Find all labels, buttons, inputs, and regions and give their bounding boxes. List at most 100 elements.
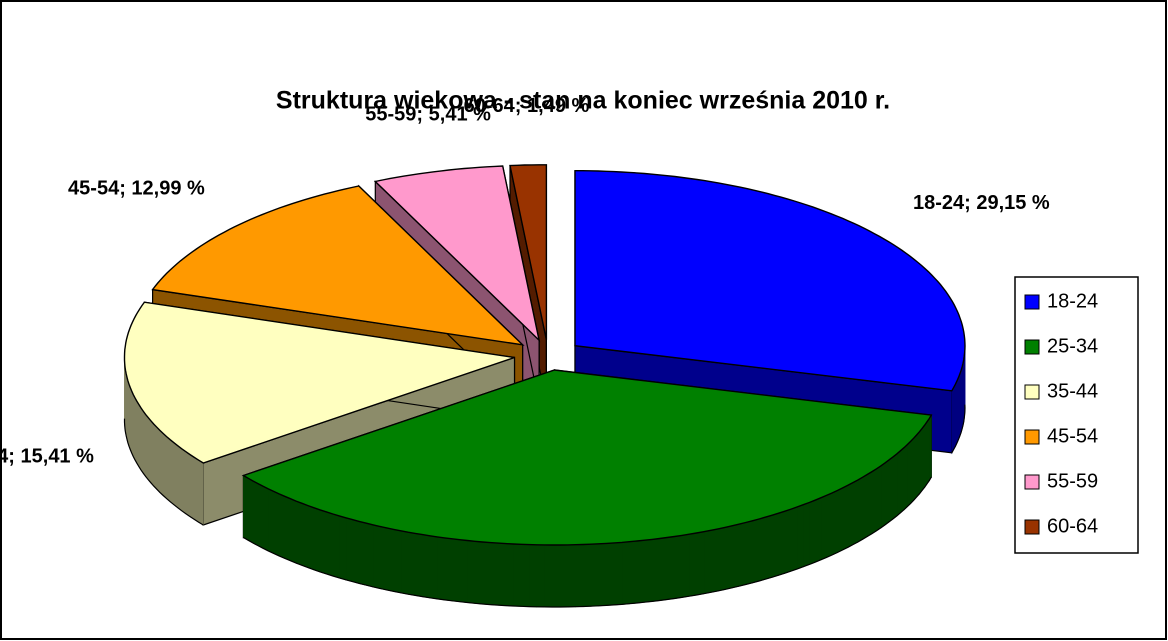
slice-side xyxy=(181,447,187,515)
slice-side xyxy=(837,487,844,554)
slice-side xyxy=(842,484,849,551)
slice xyxy=(151,185,525,346)
slice-edge xyxy=(243,476,932,608)
slice-side xyxy=(414,532,423,598)
data-label: 18-24; 29,15 % xyxy=(913,192,1050,214)
legend-swatch xyxy=(1024,519,1040,535)
slice-side xyxy=(636,539,645,604)
slice-side xyxy=(913,433,917,502)
slice-side xyxy=(159,429,164,497)
slice-side xyxy=(193,456,200,523)
slice-side xyxy=(724,525,733,590)
slice-side xyxy=(177,444,183,512)
data-label: 35-44; 15,41 % xyxy=(0,446,94,468)
slice-side xyxy=(629,540,638,605)
slice-side xyxy=(778,510,786,576)
slice-side xyxy=(598,542,607,607)
slice-side xyxy=(295,500,303,566)
legend-label: 35-44 xyxy=(1047,380,1098,402)
chart-title: Struktura wiekowa - stan na koniec wrześ… xyxy=(276,87,890,115)
slice-side xyxy=(386,527,395,592)
slice-side xyxy=(407,531,416,596)
slice-side xyxy=(688,532,697,597)
slice-side xyxy=(242,474,249,541)
slice-side xyxy=(696,531,705,596)
slice-side xyxy=(284,495,291,562)
slice-side xyxy=(257,482,264,549)
slice-edge xyxy=(123,418,204,526)
slice-side xyxy=(169,438,175,506)
slice xyxy=(574,169,966,392)
slice-side xyxy=(567,544,576,608)
slice-side xyxy=(784,508,792,574)
slice-side xyxy=(582,543,592,607)
slice xyxy=(123,301,515,464)
slice-side xyxy=(543,544,553,608)
slice-side xyxy=(826,492,833,559)
data-label: 60-64; 1,49 % xyxy=(464,95,590,117)
slice-side xyxy=(888,456,894,523)
slice-side xyxy=(459,539,468,603)
slice-side xyxy=(814,497,822,563)
slice-side xyxy=(613,541,623,606)
slice-side xyxy=(710,528,719,593)
slice-side xyxy=(536,544,545,608)
slice xyxy=(373,165,541,343)
legend-box xyxy=(1014,276,1139,554)
slice-side xyxy=(559,544,569,608)
slice-side xyxy=(156,426,161,494)
slice-side xyxy=(505,543,514,607)
slice-side xyxy=(752,518,760,584)
slice-side xyxy=(466,540,476,604)
slice-side xyxy=(489,542,499,606)
slice-edge xyxy=(951,404,966,454)
slice-side xyxy=(372,524,381,589)
slice-side xyxy=(147,416,152,484)
slice-side xyxy=(482,541,491,606)
slice-side xyxy=(790,506,798,572)
slice-side xyxy=(429,535,438,600)
slice-side xyxy=(422,534,431,599)
slice-side xyxy=(738,521,747,587)
slice-side xyxy=(379,525,388,591)
slice-side xyxy=(867,470,873,538)
slice-side xyxy=(307,505,315,571)
slice-side xyxy=(400,530,409,595)
slice-side xyxy=(820,494,827,561)
slice-side xyxy=(862,473,868,540)
slice-side xyxy=(528,544,537,608)
slice-side xyxy=(326,511,334,577)
slice-side xyxy=(393,528,402,594)
slice-side xyxy=(150,419,155,488)
slice-side xyxy=(621,541,630,605)
slice-side xyxy=(916,430,920,499)
slice-side xyxy=(497,542,507,607)
slice-side xyxy=(910,437,915,505)
slice-side xyxy=(351,519,360,584)
slice-side xyxy=(273,490,280,557)
legend-label: 60-64 xyxy=(1047,515,1098,537)
slice-side xyxy=(884,459,890,526)
legend-label: 55-59 xyxy=(1047,470,1098,492)
slice-side xyxy=(644,538,653,603)
slice-side xyxy=(771,512,779,578)
slice-side xyxy=(796,504,804,570)
slice-side xyxy=(512,543,522,607)
slice xyxy=(509,164,548,340)
slice-side xyxy=(951,385,955,455)
slice-side xyxy=(313,507,321,573)
legend-label: 45-54 xyxy=(1047,425,1098,447)
slice-side xyxy=(674,534,683,599)
slice-side xyxy=(278,493,286,559)
slice-side xyxy=(852,479,859,546)
slice-side xyxy=(332,513,340,579)
slice xyxy=(241,369,933,546)
slice-side xyxy=(896,449,901,517)
slice-side xyxy=(262,485,269,552)
slice-side xyxy=(666,536,675,600)
slice-side xyxy=(575,544,584,608)
slice-side xyxy=(451,538,461,603)
legend-swatch xyxy=(1024,474,1040,490)
legend-swatch xyxy=(1024,339,1040,355)
